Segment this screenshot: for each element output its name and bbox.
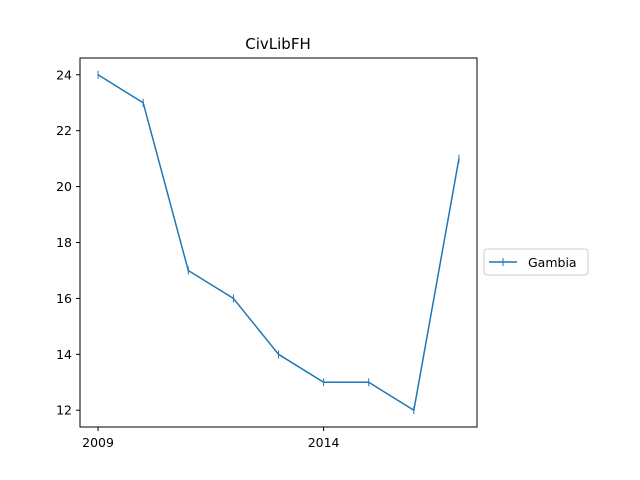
y-tick-label-3: 18: [56, 235, 72, 250]
chart-title: CivLibFH: [245, 35, 310, 53]
plot-area: 2009 2014 12 14 16 18 20 22 24: [56, 57, 478, 450]
y-tick-label-6: 24: [56, 67, 72, 82]
y-axis: 12 14 16 18 20 22 24: [56, 67, 80, 418]
x-tick-label-0: 2009: [82, 435, 114, 450]
legend: Gambia: [483, 248, 589, 276]
legend-label-gambia: Gambia: [528, 255, 577, 270]
y-tick-label-5: 22: [56, 123, 72, 138]
x-tick-label-1: 2014: [308, 435, 340, 450]
y-tick-label-4: 20: [56, 179, 72, 194]
series-layer: [97, 70, 460, 415]
y-tick-label-2: 16: [56, 291, 72, 306]
y-tick-label-1: 14: [56, 347, 72, 362]
legend-box: [483, 248, 589, 276]
x-axis: 2009 2014: [82, 427, 340, 450]
y-tick-label-0: 12: [56, 403, 72, 418]
